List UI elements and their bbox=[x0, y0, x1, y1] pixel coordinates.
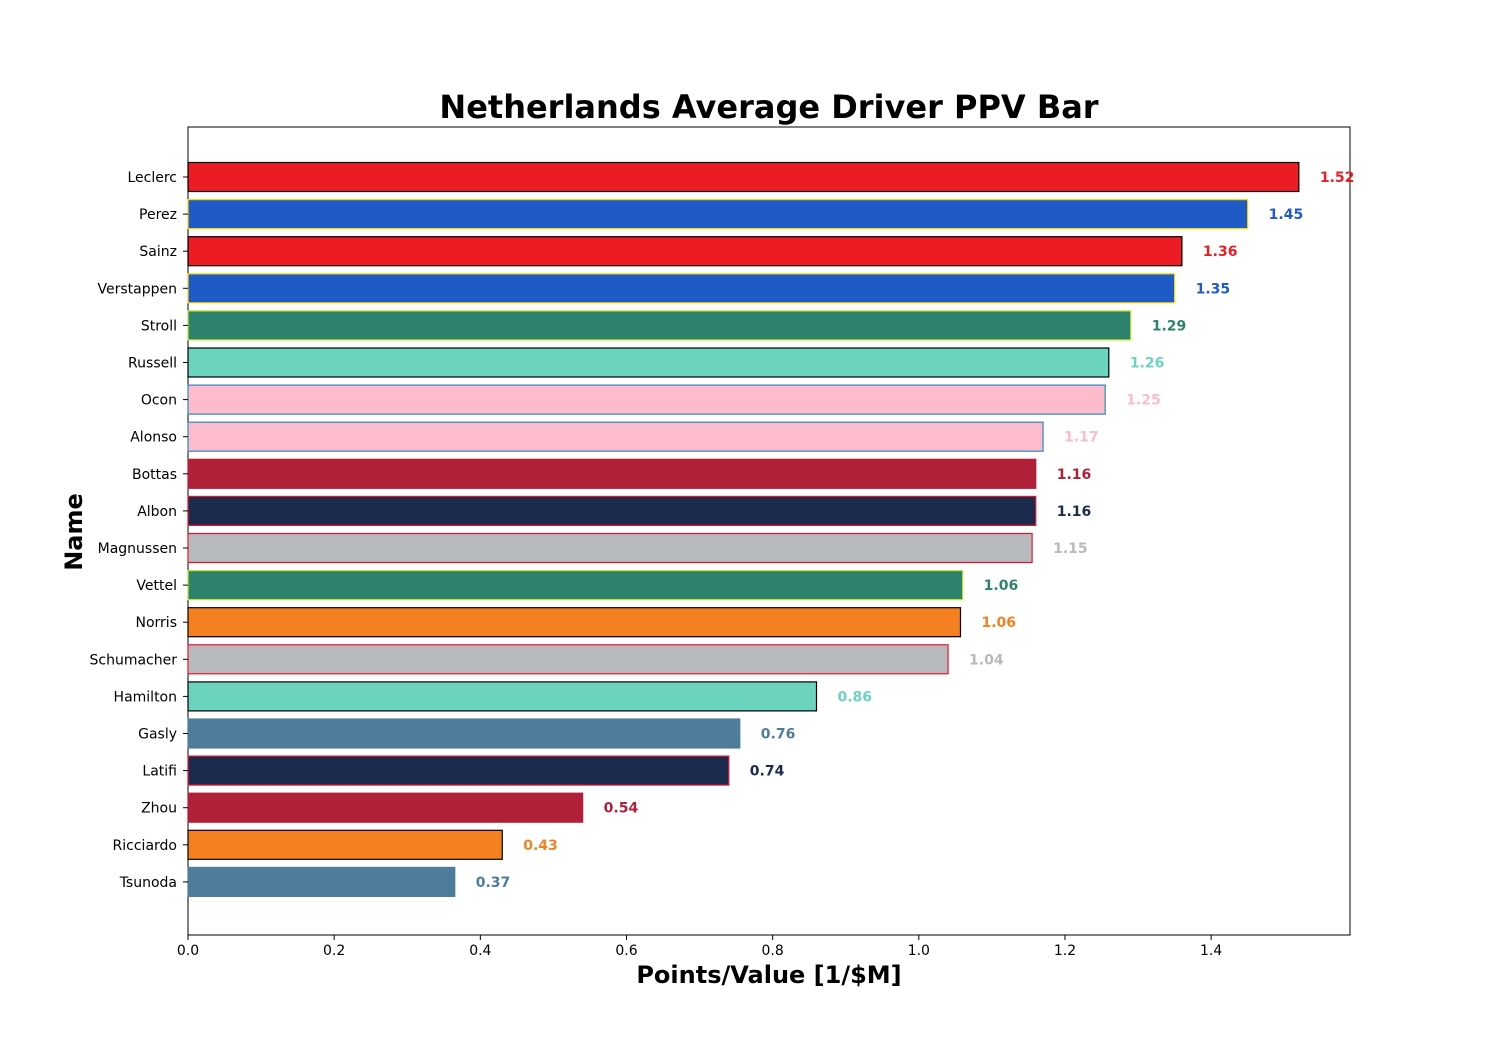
x-tick-label: 0.8 bbox=[762, 943, 784, 959]
value-label-bottas: 1.16 bbox=[1057, 467, 1092, 483]
bar-perez bbox=[187, 199, 1249, 230]
bar-albon bbox=[187, 495, 1037, 526]
value-label-verstappen: 1.35 bbox=[1196, 281, 1231, 297]
bar-magnussen bbox=[187, 532, 1033, 564]
x-tick-label: 0.0 bbox=[177, 943, 199, 959]
y-tick-label-tsunoda: Tsunoda bbox=[119, 875, 177, 891]
bar-bottas bbox=[187, 458, 1037, 489]
x-axis-label: Points/Value [1/$M] bbox=[636, 961, 901, 989]
x-tick-label: 0.4 bbox=[469, 943, 491, 959]
y-tick-label-vettel: Vettel bbox=[136, 578, 177, 594]
bar-latifi bbox=[187, 755, 730, 786]
x-tick-label: 0.2 bbox=[323, 943, 345, 959]
y-tick-label-latifi: Latifi bbox=[142, 764, 177, 780]
y-tick-labels: Leclerc Perez Sainz Verstappen Stroll Russell… bbox=[90, 170, 188, 891]
bar-hamilton bbox=[187, 681, 818, 712]
y-tick-label-schumacher: Schumacher bbox=[90, 652, 178, 668]
value-label-ricciardo: 0.43 bbox=[523, 838, 558, 854]
x-tick-label: 1.4 bbox=[1200, 943, 1222, 959]
y-tick-label-albon: Albon bbox=[137, 504, 177, 520]
y-tick-label-verstappen: Verstappen bbox=[98, 281, 177, 297]
value-label-vettel: 1.06 bbox=[984, 578, 1019, 594]
bar-schumacher bbox=[187, 644, 949, 675]
value-label-schumacher: 1.04 bbox=[969, 652, 1004, 668]
value-label-norris: 1.06 bbox=[981, 615, 1016, 631]
y-tick-label-leclerc: Leclerc bbox=[127, 170, 177, 186]
value-label-perez: 1.45 bbox=[1269, 207, 1304, 223]
value-label-leclerc: 1.52 bbox=[1320, 170, 1355, 186]
chart-title: Netherlands Average Driver PPV Bar bbox=[439, 88, 1098, 126]
bar-tsunoda bbox=[187, 866, 456, 898]
y-tick-label-gasly: Gasly bbox=[138, 727, 177, 743]
value-label-magnussen: 1.15 bbox=[1053, 541, 1088, 557]
bar-alonso bbox=[187, 421, 1044, 452]
y-tick-label-hamilton: Hamilton bbox=[114, 689, 177, 705]
bar-norris bbox=[187, 607, 962, 638]
value-label-albon: 1.16 bbox=[1057, 504, 1092, 520]
y-tick-label-sainz: Sainz bbox=[139, 244, 177, 260]
value-label-tsunoda: 0.37 bbox=[476, 875, 511, 891]
x-tick-label: 0.6 bbox=[615, 943, 637, 959]
y-tick-label-zhou: Zhou bbox=[141, 801, 177, 817]
x-tick-label: 1.2 bbox=[1054, 943, 1076, 959]
value-label-gasly: 0.76 bbox=[761, 727, 796, 743]
value-label-russell: 1.26 bbox=[1130, 356, 1165, 372]
bar-sainz bbox=[187, 236, 1183, 267]
value-label-alonso: 1.17 bbox=[1064, 430, 1099, 446]
plot-area-frame bbox=[187, 126, 1351, 936]
x-tick-label: 1.0 bbox=[908, 943, 930, 959]
value-label-stroll: 1.29 bbox=[1152, 318, 1187, 334]
value-label-latifi: 0.74 bbox=[750, 764, 785, 780]
value-label-hamilton: 0.86 bbox=[838, 689, 873, 705]
y-tick-label-alonso: Alonso bbox=[130, 430, 177, 446]
y-tick-label-ricciardo: Ricciardo bbox=[113, 838, 177, 854]
y-tick-label-ocon: Ocon bbox=[141, 393, 177, 409]
x-axis-ticks: 0.0 0.2 0.4 0.6 0.8 1.0 1.2 1.4 bbox=[177, 935, 1222, 959]
value-label-ocon: 1.25 bbox=[1126, 393, 1161, 409]
value-label-zhou: 0.54 bbox=[604, 801, 639, 817]
y-tick-label-russell: Russell bbox=[128, 356, 177, 372]
bar-gasly bbox=[187, 718, 741, 749]
y-tick-label-bottas: Bottas bbox=[132, 467, 177, 483]
y-tick-label-norris: Norris bbox=[136, 615, 178, 631]
bars-group: 1.52 1.45 1.36 1.35 1.29 1.26 1.25 1.17 1.16 1.16… bbox=[187, 161, 1355, 898]
bar-verstappen bbox=[187, 273, 1176, 304]
bar-leclerc bbox=[187, 161, 1300, 193]
y-tick-label-stroll: Stroll bbox=[141, 318, 177, 334]
bar-stroll bbox=[187, 310, 1132, 341]
y-tick-label-perez: Perez bbox=[139, 207, 177, 223]
bar-vettel bbox=[187, 569, 964, 601]
bar-russell bbox=[187, 347, 1110, 378]
bar-ricciardo bbox=[187, 829, 503, 860]
bar-zhou bbox=[187, 792, 584, 823]
value-label-sainz: 1.36 bbox=[1203, 244, 1238, 260]
y-axis-label: Name bbox=[60, 493, 88, 571]
y-tick-label-magnussen: Magnussen bbox=[98, 541, 177, 557]
bar-ocon bbox=[187, 384, 1106, 415]
